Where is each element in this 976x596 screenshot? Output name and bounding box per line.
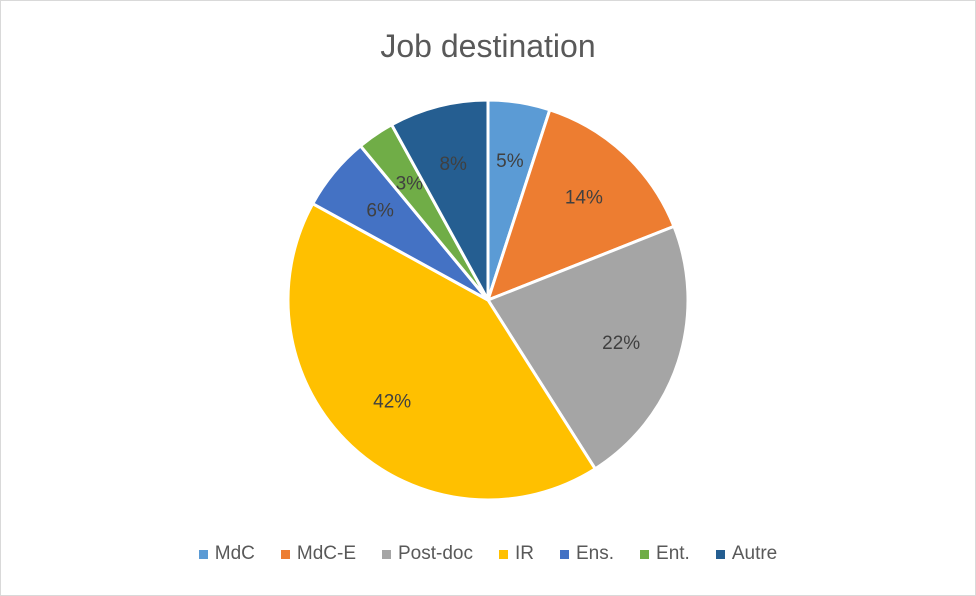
legend-swatch	[280, 549, 290, 559]
legend-item-autre: Autre	[715, 543, 778, 565]
legend-label: Ent.	[656, 543, 690, 564]
data-label-mdc: 5%	[496, 151, 524, 172]
legend-swatch	[382, 549, 391, 559]
pie-slice-mdc-e	[486, 108, 676, 302]
chart-title: Job destination	[380, 28, 596, 64]
data-label-post-doc: 22%	[602, 333, 640, 354]
legend-label: IR	[514, 543, 534, 564]
legend-swatch	[498, 549, 508, 559]
legend-item-ir: IR	[498, 543, 534, 565]
data-label-ent: 3%	[396, 174, 424, 195]
legend-label: Post-doc	[398, 543, 473, 564]
data-label-ir: 42%	[373, 392, 411, 413]
legend-label: MdC	[214, 543, 255, 564]
pie-slice-ir	[286, 202, 597, 502]
legend-item-ens: Ens.	[559, 543, 615, 565]
legend-item-ent: Ent.	[640, 543, 690, 565]
data-label-ens: 6%	[366, 200, 394, 221]
legend-item-mdc: MdC	[198, 543, 255, 565]
pie-slice-autre	[390, 98, 490, 302]
data-label-autre: 8%	[439, 154, 467, 175]
legend-swatch	[559, 549, 569, 559]
data-label-mdc-e: 14%	[565, 187, 603, 208]
legend-item-mdc-e: MdC-E	[280, 543, 356, 565]
legend-label: Autre	[731, 543, 778, 564]
legend-swatch	[640, 549, 650, 559]
chart-legend: MdC MdC-E Post-doc IR Ens. Ent. Autre	[0, 543, 976, 565]
legend-item-post-doc: Post-doc	[382, 543, 473, 565]
legend-swatch	[198, 549, 208, 559]
legend-swatch	[715, 549, 725, 559]
pie-slice-post-doc	[486, 224, 690, 471]
legend-label: MdC-E	[296, 543, 356, 564]
legend-label: Ens.	[575, 543, 615, 564]
